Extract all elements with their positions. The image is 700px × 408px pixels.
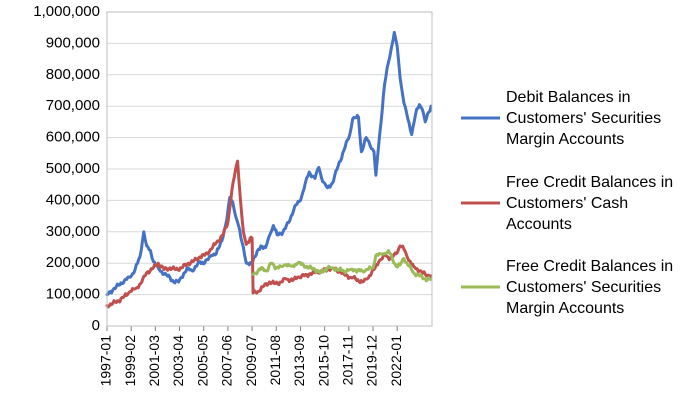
series-line bbox=[251, 249, 433, 283]
y-tick-label: 500,000 bbox=[46, 160, 100, 177]
x-tick-label: 2001-03 bbox=[146, 335, 162, 387]
legend-label: Free Credit Balances in bbox=[506, 258, 673, 275]
series-lines bbox=[105, 30, 433, 309]
x-tick-label: 2011-08 bbox=[267, 335, 283, 386]
y-axis-tick-labels: 0 100,000 200,000 300,000 400,000 500,000 600,… bbox=[33, 3, 100, 334]
y-tick-label: 1,000,000 bbox=[33, 3, 100, 20]
legend-label: Debit Balances in bbox=[506, 89, 631, 106]
y-tick-label: 600,000 bbox=[46, 129, 100, 146]
x-tick-label: 2013-09 bbox=[291, 335, 307, 387]
y-tick-label: 700,000 bbox=[46, 97, 100, 114]
y-tick-label: 100,000 bbox=[46, 286, 100, 303]
series-line bbox=[105, 159, 433, 309]
y-tick-label: 900,000 bbox=[46, 34, 100, 51]
x-tick-label: 2003-04 bbox=[170, 335, 186, 387]
legend-label: Customers' Securities bbox=[506, 279, 661, 296]
x-axis bbox=[106, 325, 432, 331]
legend-label: Customers' Cash bbox=[506, 195, 628, 212]
y-tick-label: 400,000 bbox=[46, 191, 100, 208]
x-tick-label: 2005-05 bbox=[194, 335, 210, 387]
y-gridlines bbox=[107, 11, 432, 296]
legend: Debit Balances in Customers' Securities Ma… bbox=[461, 89, 673, 317]
x-tick-label: 2019-12 bbox=[364, 335, 380, 387]
y-tick-label: 200,000 bbox=[46, 254, 100, 271]
x-tick-label: 1999-02 bbox=[122, 335, 138, 387]
x-tick-label: 2015-10 bbox=[315, 335, 331, 387]
legend-label: Margin Accounts bbox=[506, 300, 624, 317]
y-tick-label: 300,000 bbox=[46, 223, 100, 240]
x-tick-label: 2009-07 bbox=[243, 335, 259, 387]
x-axis-tick-labels: 1997-01 1999-02 2001-03 2003-04 2005-05 2007-… bbox=[98, 335, 404, 387]
x-tick-label: 2017-11 bbox=[340, 335, 356, 386]
x-tick-label: 1997-01 bbox=[98, 335, 114, 387]
y-tick-label: 0 bbox=[92, 317, 100, 334]
x-tick-label: 2022-01 bbox=[388, 335, 404, 387]
legend-label: Accounts bbox=[506, 216, 572, 233]
x-tick-label: 2007-06 bbox=[219, 335, 235, 387]
legend-label: Customers' Securities bbox=[506, 110, 661, 127]
legend-label: Free Credit Balances in bbox=[506, 174, 673, 191]
series-line bbox=[105, 30, 433, 297]
y-tick-label: 800,000 bbox=[46, 66, 100, 83]
plot-area-frame bbox=[106, 11, 433, 327]
legend-label: Margin Accounts bbox=[506, 131, 624, 148]
